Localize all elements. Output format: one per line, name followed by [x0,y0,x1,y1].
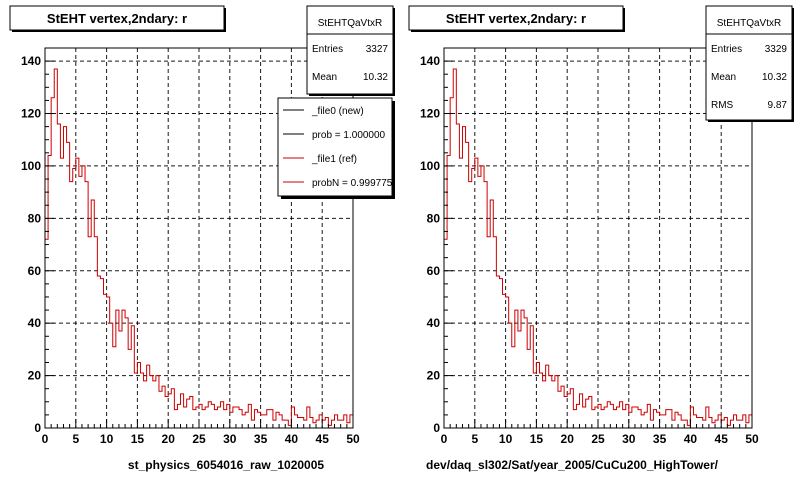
x-tick-label: 50 [745,432,759,446]
x-tick-label: 25 [591,432,605,446]
x-tick-label: 20 [561,432,575,446]
legend-label: prob = 1.000000 [312,130,386,141]
y-tick-label: 60 [427,264,441,278]
title-box [408,5,624,31]
chart-title: StEHT vertex,2ndary: r [47,11,187,26]
stats-label: RMS [711,100,734,111]
stats-value: 3327 [366,44,389,55]
legend-box [277,97,393,197]
y-tick-label: 80 [427,211,441,225]
x-tick-label: 0 [42,432,49,446]
x-tick-label: 40 [684,432,698,446]
y-tick-label: 100 [21,159,41,173]
y-tick-label: 60 [28,264,42,278]
stats-box [306,5,394,95]
y-tick-label: 120 [420,107,440,121]
histogram-line [443,68,753,428]
x-tick-label: 45 [715,432,729,446]
legend-label: _file0 (new) [311,106,364,117]
y-tick-label: 0 [433,421,440,435]
stats-label: Mean [312,72,337,83]
stats-value: 9.87 [768,100,788,111]
right-histogram-panel: 0 5 10 15 20 25 30 35 40 45 50 0 20 40 60 80 100 120 140 St… [408,5,794,446]
y-tick-label: 0 [34,421,41,435]
x-tick-label: 5 [72,432,79,446]
footer-run-label: st_physics_6054016_raw_1020005 [128,458,324,472]
x-tick-label: 25 [192,432,206,446]
footer-path-label: dev/daq_sl302/Sat/year_2005/CuCu200_High… [426,458,719,472]
legend-label: _file1 (ref) [311,154,357,165]
left-histogram-panel: 0 5 10 15 20 25 30 35 40 45 50 0 20 40 60 80 100 120 140 St… [9,5,395,446]
legend-entries: _file0 (new) prob = 1.000000 _file1 (ref) p… [283,106,393,189]
x-tick-label: 10 [499,432,513,446]
chart-title: StEHT vertex,2ndary: r [446,11,586,26]
stats-name: StEHTQaVtxR [717,18,781,29]
y-tick-label: 40 [427,316,441,330]
x-tick-label: 10 [100,432,114,446]
x-tick-label: 40 [285,432,299,446]
x-tick-label: 30 [622,432,636,446]
x-tick-label: 15 [131,432,145,446]
y-tick-label: 20 [427,369,441,383]
x-tick-label: 20 [162,432,176,446]
y-tick-label: 140 [420,54,440,68]
x-tick-label: 35 [254,432,268,446]
stats-value: 10.32 [363,72,388,83]
x-tick-label: 5 [471,432,478,446]
title-box [9,5,225,31]
histogram-line [44,68,354,428]
stats-label: Mean [711,72,736,83]
y-tick-label: 20 [28,369,42,383]
x-tick-label: 15 [530,432,544,446]
legend-label: probN = 0.999775 [312,178,393,189]
stats-label: Entries [312,44,343,55]
x-tick-label: 50 [346,432,360,446]
y-tick-label: 80 [28,211,42,225]
stats-label: Entries [711,44,742,55]
y-tick-label: 100 [420,159,440,173]
x-tick-label: 45 [316,432,330,446]
x-tick-label: 0 [441,432,448,446]
y-tick-label: 140 [21,54,41,68]
y-tick-label: 120 [21,107,41,121]
x-tick-label: 35 [653,432,667,446]
x-tick-label: 30 [223,432,237,446]
stats-box [705,5,793,121]
stats-name: StEHTQaVtxR [318,18,382,29]
stats-value: 10.32 [762,72,787,83]
y-tick-label: 40 [28,316,42,330]
stats-value: 3329 [765,44,788,55]
